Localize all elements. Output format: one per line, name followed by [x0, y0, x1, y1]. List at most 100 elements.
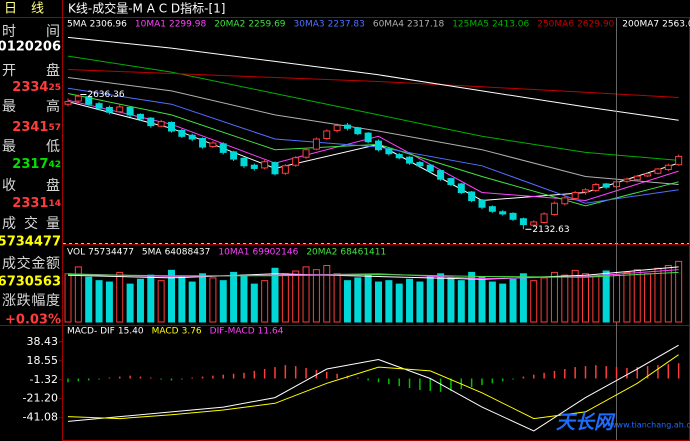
info-value-int: 2317 [12, 157, 48, 172]
legend-name: 5MA [142, 248, 162, 258]
volume-bar [343, 280, 351, 323]
candle-body [302, 149, 310, 158]
candle-body [468, 191, 476, 202]
volume-bar [571, 269, 579, 323]
y-tick-label: 18.55 [27, 354, 59, 367]
macd-line [67, 344, 679, 432]
volume-bar [74, 266, 82, 323]
candle-body [550, 202, 558, 215]
candle-body [571, 192, 579, 199]
moving-average-line [67, 36, 679, 121]
legend-value: 2563.06 [662, 20, 690, 30]
candle-body [540, 213, 548, 223]
legend-name: DIF-MACD [210, 327, 255, 337]
legend-value: 2317.18 [407, 20, 444, 30]
candle-body [126, 106, 134, 116]
legend-value: 15.40 [118, 327, 144, 337]
legend-name: 125MA5 [452, 20, 489, 30]
legend-value: 64088437 [165, 248, 211, 258]
volume-bar [499, 283, 507, 323]
candle-body [654, 168, 662, 174]
volume-bar [157, 280, 165, 323]
info-value: 231742 [12, 157, 61, 172]
volume-bar [168, 269, 175, 323]
legend-name: MACD- DIF [67, 327, 115, 337]
candle-body [85, 96, 93, 105]
volume-bar [136, 278, 144, 323]
volume-bar [416, 281, 424, 323]
volume-bar [644, 273, 652, 323]
volume-bar [406, 278, 414, 323]
candle-body [426, 164, 434, 172]
candle-body [561, 197, 569, 205]
candle-body [281, 165, 289, 174]
candle-body [136, 113, 144, 120]
pane-title: VOL [67, 248, 85, 258]
volume-bar [468, 271, 476, 323]
volume-bar [126, 283, 134, 323]
volume-bar [457, 280, 465, 323]
info-value: 233425 [12, 80, 61, 95]
info-value-dec: 14 [48, 199, 61, 209]
info-value-dec: 57 [48, 123, 61, 133]
info-label: 成交量 [2, 215, 60, 232]
candle-body [95, 103, 103, 109]
legend-name: 60MA4 [373, 20, 404, 30]
moving-average-line [67, 55, 679, 161]
candle-body [509, 212, 517, 220]
candle-body [323, 130, 331, 139]
volume-bar [550, 271, 558, 323]
legend-name: 20MA2 [214, 20, 245, 30]
info-value: 75734477 [0, 235, 61, 250]
candle-body [219, 143, 227, 153]
candle-body [105, 106, 113, 113]
info-label: 成交金额 [2, 255, 60, 272]
volume-ma-line [67, 271, 679, 278]
legend-value: 2306.96 [90, 20, 127, 30]
volume-bar [395, 283, 403, 323]
candle-body [168, 121, 175, 132]
candle-body [447, 178, 455, 185]
legend-name: 10MA1 [135, 20, 166, 30]
candle-body [364, 132, 372, 143]
volume-bar [654, 267, 662, 323]
volume-bar [271, 267, 279, 323]
volume-bar [592, 276, 600, 323]
volume-bar [602, 270, 610, 323]
volume-bar [488, 281, 496, 323]
volume-bar [675, 260, 683, 323]
candle-body [437, 170, 445, 180]
annotation-label: 2132.63 [532, 225, 569, 235]
volume-bar [375, 281, 382, 323]
volume-bar [623, 271, 631, 323]
volume-bar [664, 265, 672, 323]
legend-value: 68461411 [340, 248, 386, 258]
candle-body [633, 175, 641, 181]
legend-name: 5MA [67, 20, 87, 30]
legend-value: 3.76 [182, 327, 202, 337]
volume-bar [426, 276, 434, 323]
candle-body [457, 183, 465, 194]
watermark-brand: 天长网 [556, 412, 616, 434]
volume-bar [188, 281, 196, 323]
candle-body [240, 157, 248, 167]
candle-body [623, 178, 631, 182]
macd-line [67, 354, 679, 420]
info-value-int: 2341 [12, 120, 48, 135]
volume-bar [302, 266, 310, 323]
info-value: +0.03% [5, 313, 61, 328]
candle-body [592, 183, 600, 191]
volume-ma-line [67, 269, 679, 280]
volume-bar [530, 280, 538, 323]
volume-bar [250, 283, 258, 323]
volume-bar [385, 280, 393, 323]
volume-bar [540, 277, 548, 323]
candle-body [157, 121, 165, 127]
legend-value: 2259.69 [248, 20, 285, 30]
candle-body [116, 106, 124, 113]
info-value-int: 2334 [12, 80, 48, 95]
y-tick-label: -21.20 [23, 392, 58, 405]
volume-bar [561, 274, 569, 323]
volume-bar [209, 277, 217, 323]
candle-body [499, 211, 507, 215]
